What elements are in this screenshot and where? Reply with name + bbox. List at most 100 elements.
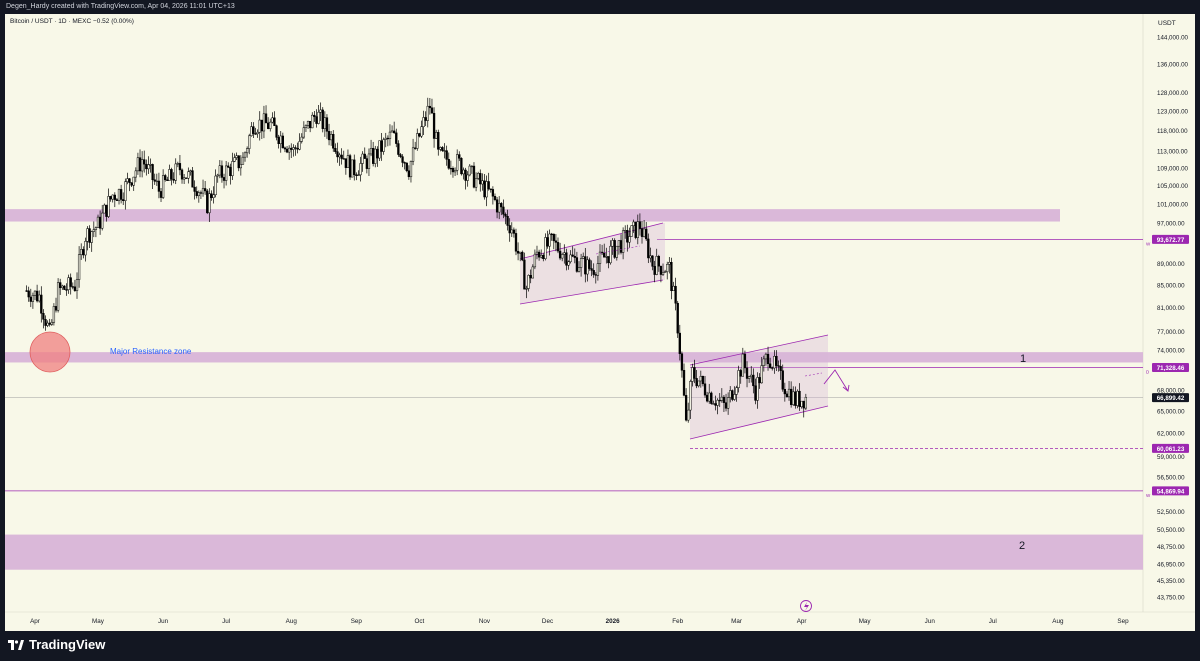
candle-body xyxy=(724,402,728,409)
candle-body xyxy=(227,165,230,168)
plot-area[interactable] xyxy=(5,14,1143,631)
candle-body xyxy=(630,225,633,237)
candle-body xyxy=(766,353,770,365)
candle-body xyxy=(367,153,371,169)
candle-body xyxy=(426,105,429,121)
candle-body xyxy=(642,228,646,237)
candle-body xyxy=(256,131,259,135)
candle-body xyxy=(493,196,497,200)
candle-body xyxy=(77,254,81,280)
candle-body xyxy=(586,259,589,275)
candle-body xyxy=(516,250,520,254)
y-tick-label-22: 48,750.00 xyxy=(1157,544,1185,551)
channel-1-lower xyxy=(519,279,664,305)
candle-body xyxy=(248,135,251,149)
resistance-zone-3 xyxy=(5,534,1143,570)
candle-body xyxy=(405,162,408,171)
candle-body xyxy=(460,158,463,175)
candle-body xyxy=(42,313,45,320)
x-tick-label-14: Jun xyxy=(925,618,936,625)
candle-body xyxy=(218,165,221,176)
candle-body xyxy=(787,388,791,398)
major-resistance-label: Major Resistance zone xyxy=(110,347,192,356)
y-tick-label-24: 45,350.00 xyxy=(1157,578,1185,585)
candle-body xyxy=(378,140,381,159)
candle-body xyxy=(300,136,303,142)
levels-layer xyxy=(5,238,1143,492)
candle-body xyxy=(384,137,387,140)
candle-body xyxy=(33,290,37,296)
candle-body xyxy=(502,206,505,215)
tradingview-logo[interactable]: TradingView xyxy=(8,637,105,652)
candle-body xyxy=(705,394,709,402)
candle-body xyxy=(334,148,337,152)
candle-body xyxy=(468,165,471,176)
candle-body xyxy=(128,178,131,184)
candle-body xyxy=(504,213,507,217)
candle-body xyxy=(336,151,339,158)
currency-label[interactable]: USDT xyxy=(1158,20,1176,27)
candle-body xyxy=(714,403,717,406)
candle-body xyxy=(25,290,28,292)
candle-body xyxy=(775,355,778,366)
candle-body xyxy=(636,221,639,238)
price-chart[interactable]: 144,000.00 136,000.00 128,000.00 123,000.00… xyxy=(0,14,1200,631)
candle-body xyxy=(145,163,148,170)
candle-body xyxy=(535,251,539,255)
candle-body xyxy=(92,229,95,232)
candle-body xyxy=(798,390,801,408)
candle-body xyxy=(35,290,39,302)
y-tick-label-25: 43,750.00 xyxy=(1157,595,1185,602)
candle-body xyxy=(311,114,314,129)
price-tag-2: 66,899.42 xyxy=(1157,395,1185,402)
candle-body xyxy=(590,268,593,271)
candle-body xyxy=(69,277,72,287)
candle-body xyxy=(283,147,287,150)
candle-body xyxy=(577,267,581,272)
candle-body xyxy=(600,251,604,254)
candle-body xyxy=(281,135,284,149)
x-tick-label-0: Apr xyxy=(30,618,40,625)
candle-body xyxy=(287,147,291,153)
candle-body xyxy=(735,387,738,395)
candle-body xyxy=(132,176,135,186)
candle-body xyxy=(659,265,663,275)
candle-body xyxy=(313,114,316,117)
candle-body xyxy=(86,228,89,242)
candle-body xyxy=(722,396,726,403)
candle-body xyxy=(153,179,156,182)
candle-body xyxy=(684,395,688,421)
candle-body xyxy=(180,169,184,180)
price-axis[interactable] xyxy=(1143,14,1195,631)
candle-body xyxy=(747,376,751,379)
chart-frame[interactable]: 144,000.00 136,000.00 128,000.00 123,000.00… xyxy=(0,14,1200,631)
candle-body xyxy=(764,353,768,360)
candle-body xyxy=(344,158,348,168)
candle-body xyxy=(477,173,480,179)
candle-body xyxy=(718,399,721,402)
y-tick-label-15: 68,000.00 xyxy=(1157,387,1185,394)
candle-body xyxy=(428,105,432,109)
candle-body xyxy=(695,378,698,387)
candle-body xyxy=(229,166,232,177)
candle-body xyxy=(107,196,110,217)
x-tick-label-16: Aug xyxy=(1052,618,1064,625)
candle-body xyxy=(771,367,774,369)
candle-body xyxy=(241,156,245,165)
candle-body xyxy=(676,302,679,334)
candle-body xyxy=(380,140,383,152)
candle-body xyxy=(521,251,524,261)
price-tag-box-3 xyxy=(1152,443,1189,453)
candle-body xyxy=(258,119,261,133)
candle-body xyxy=(239,164,242,169)
candle-body xyxy=(439,147,442,150)
resistance-zone-2 xyxy=(5,352,1143,363)
candle-body xyxy=(596,263,600,276)
candle-body xyxy=(159,191,163,198)
candle-body xyxy=(588,259,591,269)
candle-body xyxy=(273,117,276,126)
candle-body xyxy=(187,171,190,179)
candle-body xyxy=(754,385,757,401)
candle-body xyxy=(657,256,660,267)
price-tag-box-4 xyxy=(1152,486,1189,496)
